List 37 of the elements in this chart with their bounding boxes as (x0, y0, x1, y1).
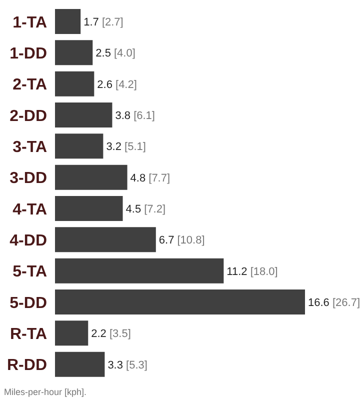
bar (55, 102, 112, 128)
data-label: 3.3 [5.3] (108, 359, 148, 372)
y-tick-label: 1-DD (10, 45, 47, 62)
y-tick-label: R-DD (7, 357, 47, 374)
data-label: 6.7 [10.8] (158, 234, 205, 247)
y-tick-label: 3-TA (12, 138, 48, 156)
bar (55, 320, 88, 346)
y-tick-label: 4-DD (10, 232, 47, 250)
text: Miles-per-hour [kph]. (4, 387, 87, 397)
y-tick-label: 2-TA (12, 76, 48, 94)
y-tick-label: 3-DD (10, 170, 47, 188)
data-label: 4.5 [7.2] (126, 204, 166, 216)
data-label: 4.8 [7.7] (130, 172, 170, 184)
y-tick-label: 2-DD (10, 108, 47, 125)
bar (55, 134, 104, 159)
data-label: 2.5 [4.0] (96, 48, 136, 60)
data-label: 11.2 [18.0] (226, 266, 278, 278)
bar (55, 227, 156, 252)
bar (55, 71, 94, 96)
y-tick-label: R-TA (10, 326, 48, 343)
data-label: 3.2 [5.1] (106, 141, 146, 154)
y-tick-label: 5-TA (12, 264, 48, 281)
bar (55, 290, 305, 314)
data-label: 1.7 [2.7] (84, 16, 124, 28)
bar (55, 352, 105, 377)
bar (55, 9, 81, 34)
data-label: 16.6 [26.7] (308, 297, 360, 309)
bar (55, 196, 123, 221)
bar (55, 164, 128, 190)
y-tick-label: 4-TA (12, 201, 48, 218)
data-label: 2.2 [3.5] (91, 328, 131, 340)
data-label: 2.6 [4.2] (97, 78, 137, 91)
bar (55, 258, 224, 284)
data-label: 3.8 [6.1] (115, 110, 155, 122)
bar (55, 40, 93, 66)
y-tick-label: 1-TA (12, 14, 48, 32)
y-tick-label: 5-DD (10, 294, 47, 312)
